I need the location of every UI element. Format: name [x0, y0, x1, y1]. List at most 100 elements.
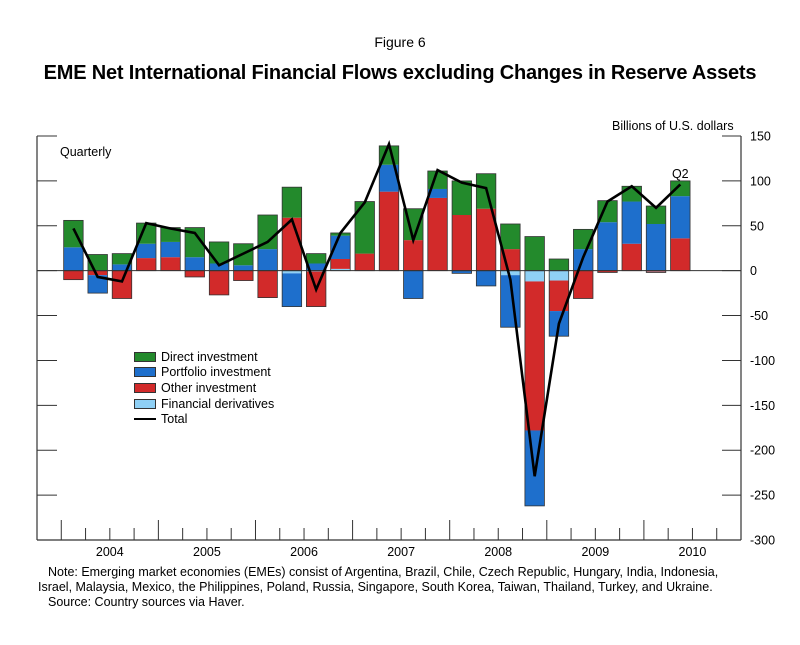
bar-portfolio-investment-2009Q4: [622, 201, 642, 244]
bar-other-investment-2007Q2: [379, 191, 399, 271]
bar-direct-investment-2006Q3: [306, 253, 326, 264]
y-tick-label: 50: [750, 219, 764, 233]
chart-note: Note: Emerging market economies (EMEs) c…: [0, 565, 800, 610]
legend-swatch-portfolio: [134, 367, 156, 378]
units-label: Billions of U.S. dollars: [612, 119, 734, 133]
bar-financial-derivatives-2009Q1: [549, 270, 569, 281]
bar-financial-derivatives-2006Q4: [330, 268, 351, 271]
bar-direct-investment-2008Q1: [452, 180, 472, 216]
x-tick-label-2010: 2010: [679, 545, 707, 559]
bar-other-investment-2004Q1: [63, 270, 84, 280]
bar-portfolio-investment-2004Q2: [87, 275, 108, 294]
note-source: Source: Country sources via Haver.: [48, 595, 245, 609]
bar-other-investment-2005Q2: [185, 270, 205, 277]
x-tick-label-2007: 2007: [387, 545, 415, 559]
bar-stack-2010Q1: [645, 205, 667, 273]
bar-other-investment-2004Q3: [112, 270, 132, 299]
bar-direct-investment-2004Q4: [136, 223, 156, 244]
annotation-q2: Q2: [672, 167, 689, 181]
legend: Direct investment Portfolio investment O…: [134, 349, 274, 427]
figure-label: Figure 6: [374, 34, 426, 50]
bar-stack-2004Q3: [111, 253, 133, 299]
legend-label: Direct investment: [161, 349, 258, 364]
bar-direct-investment-2010Q1: [646, 206, 666, 224]
bar-stack-2008Q2: [475, 173, 497, 287]
total-line: [72, 139, 682, 477]
total-line-layer: [72, 139, 682, 477]
bar-portfolio-investment-2004Q4: [136, 243, 156, 259]
bar-portfolio-investment-2005Q2: [185, 257, 205, 271]
bar-stack-2010Q2: [670, 180, 691, 272]
bar-stack-2007Q1: [354, 201, 375, 272]
bar-portfolio-investment-2007Q2: [379, 164, 399, 192]
bar-other-investment-2009Q2: [573, 270, 593, 299]
legend-label: Other investment: [161, 380, 257, 395]
bar-portfolio-investment-2010Q2: [670, 196, 691, 239]
bar-direct-investment-2006Q2: [282, 187, 302, 218]
axes-layer: 150 100 50 0 -50 -100 -150 -200 -250 -300 2004 2005…: [36, 130, 775, 559]
chart-title: EME Net International Financial Flows ex…: [43, 62, 757, 84]
bar-financial-derivatives-2006Q2: [282, 270, 302, 274]
bar-direct-investment-2009Q1: [549, 259, 569, 271]
y-tick-label: 100: [750, 174, 771, 188]
bar-direct-investment-2006Q1: [257, 215, 278, 250]
bar-direct-investment-2005Q3: [209, 241, 229, 264]
bar-stack-2007Q4: [427, 170, 448, 272]
legend-swatch-total: [134, 418, 156, 421]
bar-stack-2005Q3: [208, 241, 230, 296]
y-tick-label: 0: [750, 264, 757, 278]
bar-portfolio-investment-2008Q1: [452, 270, 472, 274]
bar-stack-2008Q1: [451, 180, 472, 274]
bar-stack-2006Q2: [281, 186, 303, 307]
y-tick-label: 150: [750, 130, 771, 144]
bar-portfolio-investment-2004Q3: [112, 264, 132, 271]
bar-portfolio-investment-2005Q4: [233, 265, 254, 271]
bar-other-investment-2006Q4: [330, 259, 351, 269]
bar-portfolio-investment-2008Q2: [476, 270, 496, 286]
bar-portfolio-investment-2006Q2: [282, 273, 302, 307]
legend-item-portfolio-investment: Portfolio investment: [134, 365, 274, 381]
bar-portfolio-investment-2006Q1: [257, 249, 278, 271]
bar-portfolio-investment-2004Q1: [63, 247, 84, 271]
legend-item-financial-derivatives: Financial derivatives: [134, 396, 274, 412]
bar-stack-2009Q3: [597, 200, 618, 273]
x-tick-label-2005: 2005: [193, 545, 221, 559]
x-tick-label-2008: 2008: [484, 545, 512, 559]
bar-stack-2007Q2: [378, 145, 400, 272]
bar-other-investment-2007Q4: [427, 197, 448, 271]
subtitle-quarterly: Quarterly: [60, 145, 112, 159]
bar-other-investment-2009Q3: [597, 270, 618, 273]
bar-portfolio-investment-2006Q3: [306, 263, 326, 271]
bar-other-investment-2009Q4: [622, 243, 642, 271]
bar-other-investment-2004Q4: [136, 258, 156, 271]
bar-direct-investment-2005Q1: [160, 227, 181, 242]
bar-other-investment-2005Q1: [160, 257, 181, 271]
bar-direct-investment-2010Q2: [670, 180, 691, 197]
legend-item-other-investment: Other investment: [134, 380, 274, 396]
y-tick-label: -250: [750, 489, 775, 503]
bar-stack-2005Q1: [160, 227, 181, 272]
bar-other-investment-2006Q1: [257, 270, 278, 298]
bar-stack-2006Q3: [306, 253, 327, 307]
bar-other-investment-2008Q2: [476, 208, 496, 271]
legend-swatch-derivatives: [134, 398, 156, 409]
bar-other-investment-2010Q1: [646, 271, 666, 273]
bar-other-investment-2010Q2: [670, 238, 691, 271]
bar-portfolio-investment-2005Q1: [160, 241, 181, 258]
x-tick-label-2006: 2006: [290, 545, 318, 559]
legend-item-direct-investment: Direct investment: [134, 349, 274, 365]
bar-other-investment-2009Q1: [549, 280, 569, 312]
y-tick-label: -200: [750, 444, 775, 458]
y-tick-label: -100: [750, 354, 775, 368]
bar-direct-investment-2004Q3: [112, 253, 132, 265]
bar-portfolio-investment-2010Q1: [646, 223, 666, 271]
bars-layer: [63, 145, 691, 507]
bar-portfolio-investment-2007Q3: [403, 270, 424, 299]
bar-direct-investment-2009Q3: [597, 200, 618, 223]
bar-other-investment-2007Q3: [403, 240, 424, 271]
bar-portfolio-investment-2009Q3: [597, 222, 618, 271]
bar-stack-2005Q2: [184, 227, 205, 278]
bar-direct-investment-2007Q1: [354, 201, 375, 254]
y-tick-label: -150: [750, 399, 775, 413]
